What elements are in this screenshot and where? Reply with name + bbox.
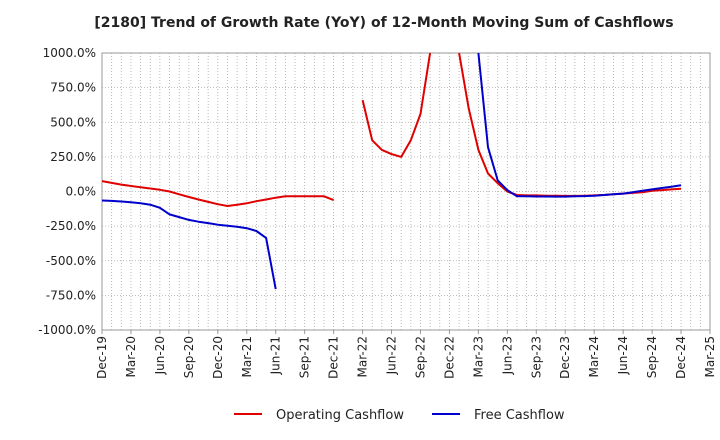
series-1-line-segment-0 bbox=[102, 199, 277, 290]
x-tick-label: Sep-20 bbox=[182, 336, 196, 378]
y-tick-label: 500.0% bbox=[50, 115, 96, 129]
x-tick-label: Dec-23 bbox=[558, 336, 572, 379]
x-axis: Dec-19 Mar-20 Jun-20 Sep-20 Dec-20 Mar-21 Jun-… bbox=[95, 330, 717, 379]
series-0-line-segment-0 bbox=[102, 180, 334, 207]
y-tick-label: -500.0% bbox=[46, 254, 96, 268]
x-tick-label: Mar-23 bbox=[471, 336, 485, 377]
grid bbox=[102, 52, 710, 331]
y-tick-label: -1000.0% bbox=[38, 323, 96, 337]
y-tick-label: -250.0% bbox=[46, 219, 96, 233]
x-tick-label: Mar-24 bbox=[587, 336, 601, 377]
x-tick-label: Sep-24 bbox=[645, 336, 659, 378]
legend: Operating Cashflow Free Cashflow bbox=[234, 408, 565, 423]
chart-title: [2180] Trend of Growth Rate (YoY) of 12-… bbox=[94, 15, 673, 31]
x-tick-label: Jun-23 bbox=[500, 336, 514, 375]
y-tick-label: 750.0% bbox=[50, 81, 96, 95]
y-axis: 1000.0% 750.0% 500.0% 250.0% 0.0% -250.0% -500… bbox=[38, 46, 96, 337]
series-lines bbox=[102, 52, 682, 290]
x-tick-label: Dec-20 bbox=[211, 336, 225, 379]
x-tick-label: Jun-20 bbox=[153, 336, 167, 375]
x-tick-label: Mar-20 bbox=[124, 336, 138, 377]
x-tick-label: Mar-22 bbox=[356, 336, 370, 377]
x-tick-label: Dec-24 bbox=[674, 336, 688, 379]
x-tick-label: Jun-24 bbox=[616, 336, 630, 375]
series-0-line-segment-1 bbox=[361, 52, 432, 158]
series-1-line-segment-1 bbox=[477, 52, 682, 198]
x-tick-label: Dec-21 bbox=[327, 336, 341, 379]
x-tick-label: Sep-23 bbox=[529, 336, 543, 378]
x-tick-label: Jun-21 bbox=[269, 336, 283, 375]
x-tick-label: Sep-21 bbox=[298, 336, 312, 378]
x-tick-label: Mar-25 bbox=[703, 336, 717, 377]
legend-free-label: Free Cashflow bbox=[474, 408, 565, 423]
x-tick-label: Dec-19 bbox=[95, 336, 109, 379]
y-tick-label: 0.0% bbox=[66, 185, 97, 199]
y-tick-label: 250.0% bbox=[50, 150, 96, 164]
legend-operating-label: Operating Cashflow bbox=[276, 408, 404, 423]
x-tick-label: Jun-22 bbox=[385, 336, 399, 375]
y-tick-label: 1000.0% bbox=[43, 46, 96, 60]
x-tick-label: Sep-22 bbox=[413, 336, 427, 378]
plot-area bbox=[101, 52, 711, 331]
y-tick-label: -750.0% bbox=[46, 288, 96, 302]
x-tick-label: Dec-22 bbox=[442, 336, 456, 379]
x-tick-label: Mar-21 bbox=[240, 336, 254, 377]
series-0-line-segment-2 bbox=[458, 52, 682, 197]
